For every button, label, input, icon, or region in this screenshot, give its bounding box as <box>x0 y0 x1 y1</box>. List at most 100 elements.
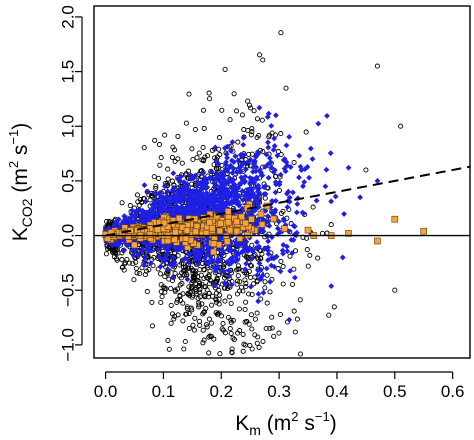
data-point <box>260 338 266 344</box>
data-point <box>177 262 183 268</box>
data-point <box>201 310 207 316</box>
plot-frame <box>93 5 471 359</box>
data-point <box>204 251 210 258</box>
data-point <box>221 204 228 211</box>
data-point <box>149 323 155 329</box>
data-point <box>151 174 157 180</box>
data-point <box>131 277 137 283</box>
data-point <box>243 280 249 286</box>
data-point <box>363 167 369 173</box>
data-point <box>223 191 230 198</box>
data-point <box>277 171 284 178</box>
data-point <box>195 283 201 290</box>
data-point <box>331 304 337 310</box>
data-point <box>240 197 246 203</box>
data-point <box>240 348 246 354</box>
data-point <box>267 204 274 211</box>
data-point <box>258 276 264 283</box>
data-point <box>235 330 241 336</box>
data-point <box>391 215 399 223</box>
data-point <box>269 325 275 331</box>
data-point <box>229 346 235 352</box>
data-point <box>125 233 132 240</box>
data-point <box>168 302 174 308</box>
data-point <box>166 276 172 282</box>
data-point <box>277 311 283 318</box>
data-point <box>214 258 221 264</box>
data-point <box>290 189 296 196</box>
data-point <box>152 137 158 143</box>
data-point <box>246 174 253 181</box>
data-point <box>184 306 190 312</box>
data-point <box>182 264 189 270</box>
data-point <box>204 324 210 330</box>
data-point <box>218 256 224 263</box>
data-point <box>228 300 234 306</box>
data-point <box>248 193 255 200</box>
data-point <box>265 244 271 251</box>
data-point <box>187 211 193 217</box>
data-point <box>201 266 207 272</box>
data-point <box>223 151 230 158</box>
data-point <box>213 296 219 302</box>
y-tick-label: 1.5 <box>59 60 78 84</box>
data-point <box>247 262 254 268</box>
data-point <box>235 194 241 200</box>
data-point <box>274 152 281 159</box>
data-point <box>278 210 285 216</box>
data-point <box>275 149 281 155</box>
data-point <box>132 217 139 224</box>
data-point <box>289 250 296 256</box>
data-point <box>183 183 189 190</box>
data-point <box>339 254 346 261</box>
data-point <box>276 179 283 186</box>
data-point <box>261 184 267 191</box>
data-point <box>245 127 251 134</box>
data-point <box>129 247 136 254</box>
data-point <box>131 241 138 249</box>
data-point <box>164 193 170 200</box>
data-point <box>266 222 273 229</box>
data-point <box>293 209 300 216</box>
y-tick-label: −1.0 <box>59 328 78 362</box>
data-point <box>304 164 311 170</box>
data-point <box>238 213 245 221</box>
data-point <box>227 247 234 254</box>
data-point <box>192 256 198 263</box>
data-point <box>249 242 255 248</box>
data-point <box>323 166 330 173</box>
data-point <box>130 261 136 267</box>
data-point <box>123 216 130 223</box>
data-point <box>281 225 288 232</box>
data-point <box>121 213 128 220</box>
data-point <box>168 320 174 326</box>
data-point <box>200 107 207 113</box>
data-point <box>162 286 168 292</box>
data-point <box>185 291 191 297</box>
data-point <box>251 108 257 114</box>
data-point <box>232 258 239 265</box>
data-point <box>171 184 177 191</box>
data-point <box>112 249 118 255</box>
data-point <box>198 272 204 278</box>
data-point <box>239 176 246 183</box>
data-point <box>227 163 233 170</box>
data-point <box>225 314 232 321</box>
data-point <box>205 275 211 281</box>
data-point <box>207 280 213 287</box>
data-point <box>207 200 214 207</box>
data-point <box>193 249 200 256</box>
data-point <box>157 198 163 205</box>
data-point <box>185 259 192 266</box>
data-point <box>248 132 254 138</box>
data-point <box>237 279 243 285</box>
data-point <box>258 221 266 228</box>
data-point <box>216 198 223 204</box>
data-point <box>169 154 175 160</box>
data-point <box>271 135 278 142</box>
data-point <box>254 279 260 285</box>
data-point <box>287 164 294 170</box>
data-point <box>255 204 262 210</box>
data-point <box>115 216 122 223</box>
data-point <box>248 216 255 223</box>
